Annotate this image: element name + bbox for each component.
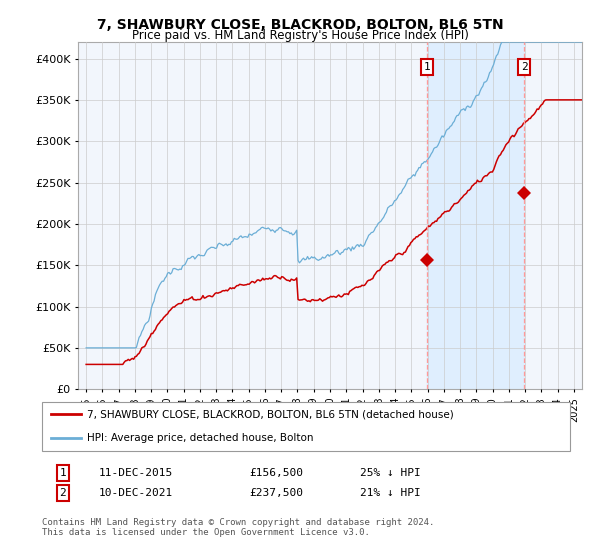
Text: HPI: Average price, detached house, Bolton: HPI: Average price, detached house, Bolt… — [87, 433, 314, 444]
Text: 10-DEC-2021: 10-DEC-2021 — [99, 488, 173, 498]
Text: 2: 2 — [59, 488, 67, 498]
Text: 2: 2 — [521, 62, 527, 72]
Text: Contains HM Land Registry data © Crown copyright and database right 2024.
This d: Contains HM Land Registry data © Crown c… — [42, 518, 434, 538]
Text: Price paid vs. HM Land Registry's House Price Index (HPI): Price paid vs. HM Land Registry's House … — [131, 29, 469, 42]
Text: 7, SHAWBURY CLOSE, BLACKROD, BOLTON, BL6 5TN (detached house): 7, SHAWBURY CLOSE, BLACKROD, BOLTON, BL6… — [87, 409, 454, 419]
Text: 21% ↓ HPI: 21% ↓ HPI — [360, 488, 421, 498]
Text: 1: 1 — [59, 468, 67, 478]
Text: 7, SHAWBURY CLOSE, BLACKROD, BOLTON, BL6 5TN: 7, SHAWBURY CLOSE, BLACKROD, BOLTON, BL6… — [97, 18, 503, 32]
Text: 25% ↓ HPI: 25% ↓ HPI — [360, 468, 421, 478]
Text: 11-DEC-2015: 11-DEC-2015 — [99, 468, 173, 478]
Text: £156,500: £156,500 — [249, 468, 303, 478]
Bar — [427, 42, 524, 389]
Text: 1: 1 — [424, 62, 430, 72]
Text: £237,500: £237,500 — [249, 488, 303, 498]
